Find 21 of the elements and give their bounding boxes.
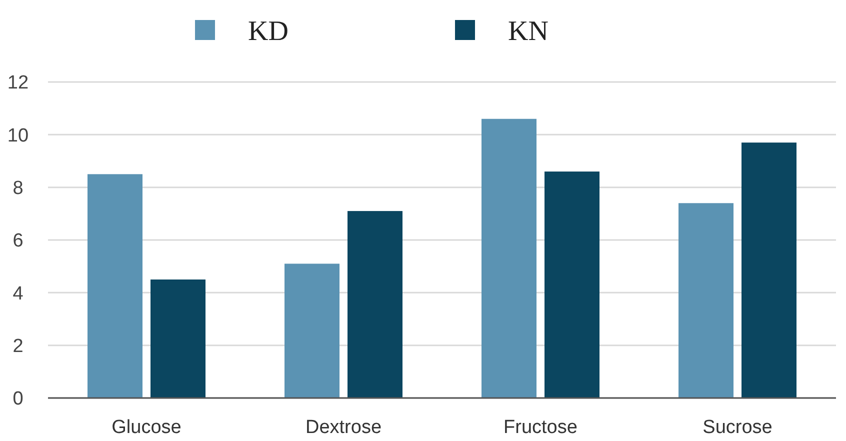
bar [482,118,536,398]
bar [544,172,600,398]
x-tick-label: Dextrose [305,417,382,438]
y-tick-label: 12 [7,72,29,94]
legend-label: KD [248,16,288,47]
x-tick-label: Fructose [504,417,578,438]
bar [150,280,206,398]
bar [742,142,796,398]
bar [284,264,340,398]
bar [88,174,142,398]
y-tick-label: 8 [12,178,24,199]
y-tick-label: 4 [12,283,24,304]
x-tick-label: Sucrose [702,417,772,438]
y-tick-label: 6 [12,230,24,252]
bar [678,203,734,398]
x-tick-label: Glucose [112,417,182,438]
y-tick-label: 10 [7,125,29,146]
y-tick-label: 0 [12,388,24,410]
bar [348,211,402,398]
y-tick-label: 2 [12,336,24,357]
legend-label: KN [508,16,548,47]
